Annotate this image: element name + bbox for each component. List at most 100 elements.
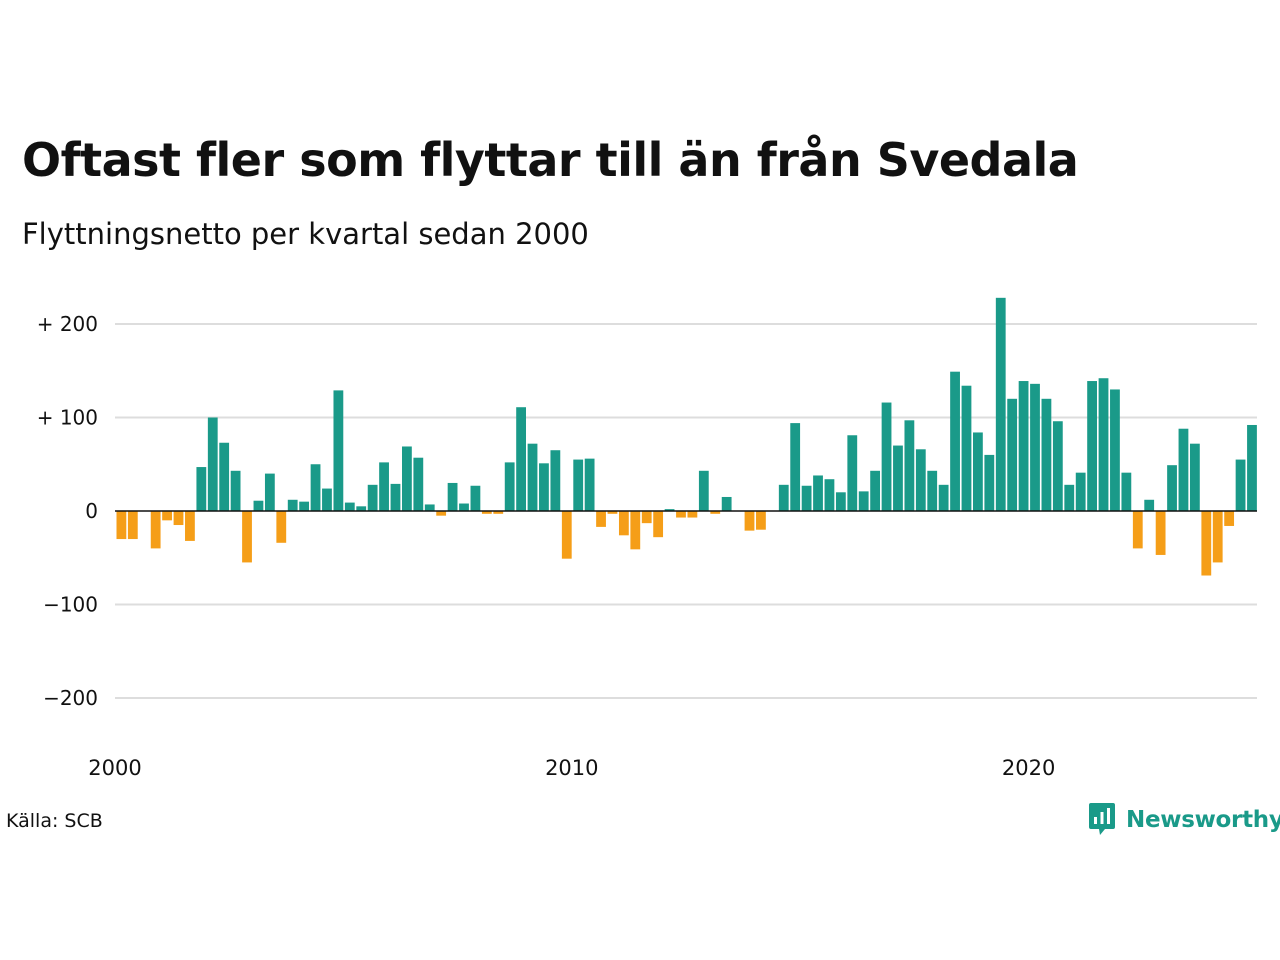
y-tick-label: 0 xyxy=(85,499,98,523)
bar xyxy=(527,443,538,511)
bar xyxy=(1178,428,1189,511)
bar xyxy=(253,500,264,511)
bar xyxy=(550,450,561,511)
bar xyxy=(127,511,138,540)
bar xyxy=(676,511,686,518)
bar xyxy=(424,504,435,511)
bar xyxy=(242,511,252,563)
bar xyxy=(173,511,184,526)
bar xyxy=(459,503,469,511)
bar xyxy=(1132,511,1143,549)
bar xyxy=(1052,421,1063,511)
bar xyxy=(1121,472,1132,511)
bar xyxy=(744,511,755,531)
bar xyxy=(402,446,412,511)
bar xyxy=(995,297,1006,511)
y-tick-label: −100 xyxy=(43,593,98,617)
bar xyxy=(790,423,801,511)
y-tick-label: −200 xyxy=(43,686,98,710)
bar xyxy=(196,467,207,511)
y-axis-labels: + 200 + 100 0 −100 −200 xyxy=(37,312,98,710)
bar xyxy=(299,501,310,511)
bar xyxy=(185,511,195,541)
bar xyxy=(893,445,903,511)
bar xyxy=(973,432,983,511)
bar xyxy=(984,454,995,511)
newsworthy-logo-icon xyxy=(1089,803,1115,835)
bar xyxy=(470,485,481,511)
bar xyxy=(287,499,298,511)
bar xyxy=(504,462,515,511)
bar xyxy=(801,485,812,511)
bar xyxy=(710,511,721,514)
bar xyxy=(116,511,127,540)
bar xyxy=(607,511,618,514)
y-tick-label: + 100 xyxy=(37,406,98,430)
y-tick-label: + 200 xyxy=(37,312,98,336)
bar xyxy=(264,473,275,511)
bar xyxy=(1064,484,1075,511)
brand-name: Newsworthy xyxy=(1126,807,1280,833)
bar xyxy=(230,470,241,511)
bar xyxy=(310,464,321,511)
x-tick-label: 2020 xyxy=(1002,756,1055,780)
bar xyxy=(367,484,378,511)
bar xyxy=(539,463,549,511)
bar xyxy=(1212,511,1223,563)
bar xyxy=(950,371,960,511)
bar xyxy=(778,484,789,511)
bar xyxy=(1144,499,1155,511)
bar xyxy=(630,511,641,550)
bar xyxy=(1155,511,1166,555)
x-axis-labels: 2000 2010 2020 xyxy=(88,756,1055,780)
x-tick-label: 2000 xyxy=(88,756,141,780)
bar xyxy=(1189,443,1200,511)
bar xyxy=(847,435,858,511)
bar xyxy=(1235,459,1246,511)
bar xyxy=(721,496,732,511)
bar xyxy=(1030,383,1040,511)
bar xyxy=(698,470,709,511)
bar xyxy=(390,483,401,511)
bar xyxy=(870,470,881,511)
bar xyxy=(813,475,823,511)
bar xyxy=(1247,424,1257,511)
bar xyxy=(436,511,447,516)
brand-logo[interactable]: Newsworthy xyxy=(1088,802,1280,838)
bar xyxy=(1087,381,1097,511)
bars xyxy=(116,297,1257,576)
bar xyxy=(584,458,595,511)
bar xyxy=(1075,472,1086,511)
bar xyxy=(824,479,835,511)
bar xyxy=(356,506,367,511)
bar xyxy=(1041,398,1052,511)
bar xyxy=(596,511,606,527)
bar xyxy=(1224,511,1235,526)
bar xyxy=(938,484,949,511)
bar xyxy=(664,509,675,511)
bar xyxy=(162,511,172,521)
bar xyxy=(1110,389,1120,511)
bar xyxy=(1098,378,1109,511)
bar xyxy=(687,511,698,518)
bar xyxy=(447,482,458,511)
x-tick-label: 2010 xyxy=(545,756,598,780)
bar xyxy=(641,511,652,524)
bar xyxy=(344,502,355,511)
source-note: Källa: SCB xyxy=(6,810,103,832)
bar xyxy=(1018,381,1029,511)
bar xyxy=(835,492,846,511)
bar xyxy=(618,511,629,536)
bar xyxy=(516,407,526,511)
bar xyxy=(413,457,424,511)
grid-lines xyxy=(115,323,1257,699)
bar xyxy=(207,417,218,511)
bar xyxy=(927,470,938,511)
bar xyxy=(1201,511,1212,576)
bar xyxy=(756,511,766,530)
chart-title: Oftast fler som flyttar till än från Sve… xyxy=(22,133,1079,187)
bar xyxy=(379,462,389,511)
bar xyxy=(561,511,572,559)
bar xyxy=(961,385,972,511)
bar xyxy=(915,449,926,511)
